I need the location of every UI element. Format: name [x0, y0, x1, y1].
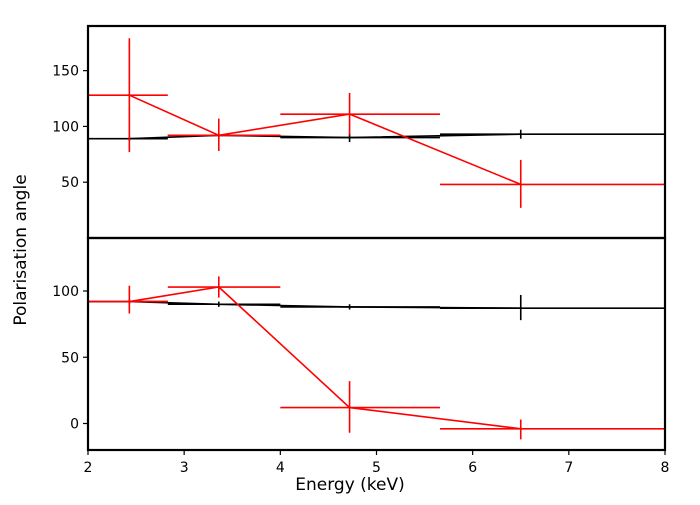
- x-axis-label: Energy (keV): [295, 475, 405, 495]
- top-y-tick-label: 150: [52, 64, 79, 80]
- top-panel-frame: [86, 24, 667, 240]
- bottom-black-point-2: [167, 301, 281, 307]
- x-tick-label: 6: [468, 460, 477, 476]
- bottom-black-point-4: [439, 294, 665, 321]
- bottom-panel-frame: [86, 236, 667, 452]
- top-red-point-4: [439, 159, 665, 208]
- bottom-red-point-1: [88, 285, 168, 314]
- x-tick-label: 4: [276, 460, 285, 476]
- bottom-panel: 0 50 100: [52, 236, 667, 452]
- top-black-point-4: [439, 129, 665, 139]
- bottom-red-series-line: [129, 286, 521, 430]
- bottom-y-tick-label: 0: [70, 417, 79, 433]
- y-axis-label: Polarisation angle: [11, 174, 31, 325]
- bottom-red-point-2: [167, 276, 281, 298]
- bottom-red-point-4: [439, 419, 665, 440]
- top-y-tick-label: 100: [52, 119, 79, 135]
- x-tick-label: 5: [372, 460, 381, 476]
- x-axis: 2 3 4 5 6 7 8: [84, 450, 670, 476]
- top-red-point-3: [280, 92, 440, 136]
- bottom-red-point-3: [280, 381, 440, 433]
- x-tick-label: 7: [564, 460, 573, 476]
- top-red-point-2: [167, 118, 281, 151]
- top-red-series-line: [129, 94, 522, 186]
- x-tick-label: 3: [180, 460, 189, 476]
- top-y-tick-label: 50: [61, 175, 79, 191]
- bottom-black-point-3: [280, 304, 440, 310]
- top-red-point-1: [88, 38, 168, 153]
- top-black-series-line: [129, 133, 521, 140]
- bottom-y-tick-label: 50: [61, 350, 79, 366]
- bottom-y-tick-label: 100: [52, 284, 79, 300]
- x-tick-label: 8: [661, 460, 670, 476]
- top-panel: 50 100 150: [52, 24, 667, 240]
- x-tick-label: 2: [84, 460, 93, 476]
